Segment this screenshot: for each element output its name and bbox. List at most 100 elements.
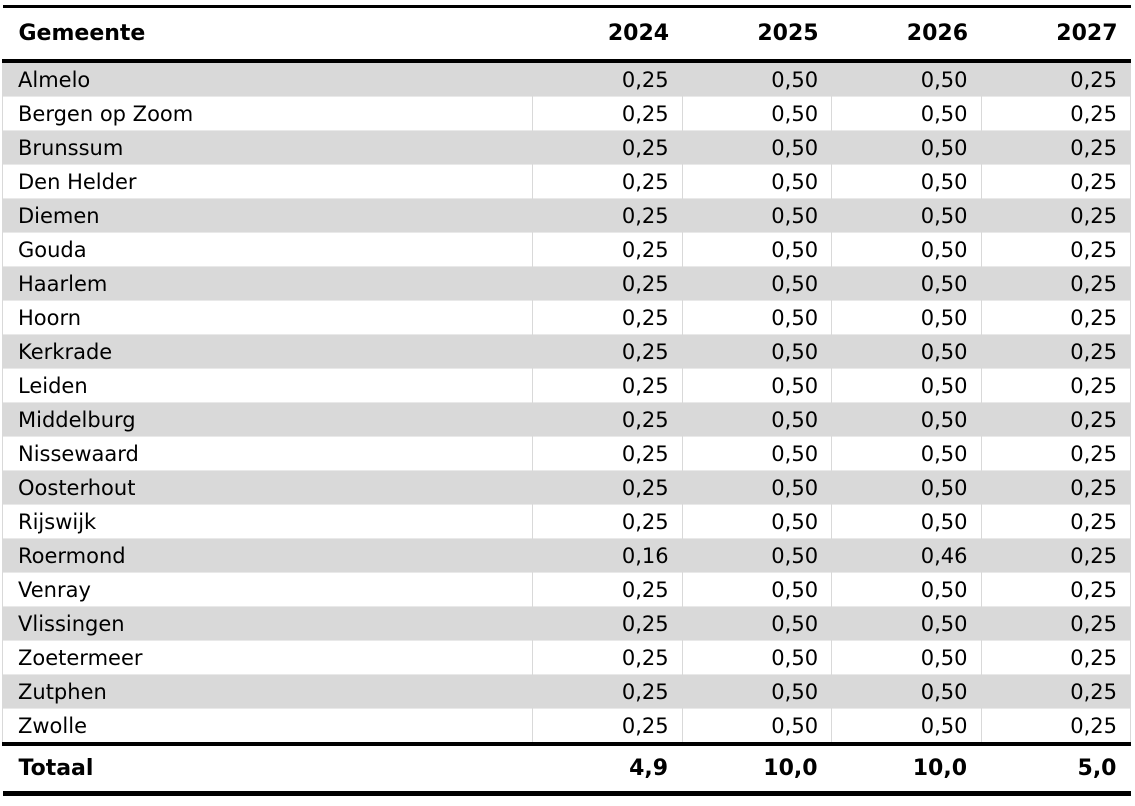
column-header-year-2027: 2027: [981, 6, 1131, 63]
total-value-cell: 4,9: [532, 742, 683, 794]
value-cell: 0,25: [980, 402, 1132, 437]
value-cell: 0,50: [831, 130, 982, 165]
value-cell: 0,50: [681, 572, 832, 607]
value-cell: 0,25: [980, 470, 1132, 505]
value-cell: 0,50: [831, 96, 982, 131]
value-cell: 0,50: [681, 402, 832, 437]
value-cell: 0,50: [831, 368, 982, 403]
value-cell: 0,25: [980, 504, 1132, 539]
value-cell: 0,25: [980, 606, 1132, 641]
value-cell: 0,16: [532, 538, 683, 573]
table-row: Diemen 0,25 0,50 0,50 0,25: [1, 198, 1132, 233]
gemeente-cell: Kerkrade: [1, 334, 533, 369]
value-cell: 0,50: [831, 266, 982, 301]
gemeente-cell: Leiden: [1, 368, 533, 403]
value-cell: 0,50: [681, 60, 832, 97]
value-cell: 0,50: [681, 232, 832, 267]
value-cell: 0,50: [831, 606, 982, 641]
value-cell: 0,50: [831, 164, 982, 199]
column-header-year-2026: 2026: [831, 6, 982, 63]
value-cell: 0,50: [681, 300, 832, 335]
gemeente-cell: Bergen op Zoom: [1, 96, 533, 131]
value-cell: 0,50: [681, 708, 832, 744]
value-cell: 0,50: [681, 334, 832, 369]
column-header-year-2025: 2025: [682, 6, 832, 63]
value-cell: 0,25: [532, 198, 683, 233]
value-cell: 0,25: [980, 266, 1132, 301]
value-cell: 0,50: [831, 708, 982, 744]
value-cell: 0,50: [831, 300, 982, 335]
value-cell: 0,25: [532, 436, 683, 471]
value-cell: 0,50: [681, 266, 832, 301]
table-row: Haarlem 0,25 0,50 0,50 0,25: [1, 266, 1132, 301]
value-cell: 0,50: [681, 436, 832, 471]
table-row: Zoetermeer 0,25 0,50 0,50 0,25: [1, 640, 1132, 675]
value-cell: 0,25: [980, 538, 1132, 573]
table-row: Brunssum 0,25 0,50 0,50 0,25: [1, 130, 1132, 165]
table-row: Venray 0,25 0,50 0,50 0,25: [1, 572, 1132, 607]
value-cell: 0,50: [831, 504, 982, 539]
value-cell: 0,25: [980, 674, 1132, 709]
table-footer: Totaal 4,9 10,0 10,0 5,0: [2, 742, 1131, 794]
table-row: Kerkrade 0,25 0,50 0,50 0,25: [1, 334, 1132, 369]
value-cell: 0,50: [681, 504, 832, 539]
value-cell: 0,25: [532, 708, 683, 744]
total-value-cell: 10,0: [831, 742, 982, 794]
value-cell: 0,50: [681, 130, 832, 165]
value-cell: 0,50: [681, 606, 832, 641]
table-row: Vlissingen 0,25 0,50 0,50 0,25: [1, 606, 1132, 641]
value-cell: 0,50: [681, 674, 832, 709]
total-value-cell: 5,0: [981, 742, 1131, 794]
gemeente-cell: Nissewaard: [1, 436, 533, 471]
table-row: Hoorn 0,25 0,50 0,50 0,25: [1, 300, 1132, 335]
table-row: Den Helder 0,25 0,50 0,50 0,25: [1, 164, 1132, 199]
value-cell: 0,25: [980, 368, 1132, 403]
value-cell: 0,25: [532, 300, 683, 335]
table-row: Zwolle 0,25 0,50 0,50 0,25: [1, 708, 1132, 744]
table-row: Leiden 0,25 0,50 0,50 0,25: [1, 368, 1132, 403]
gemeente-cell: Middelburg: [1, 402, 533, 437]
value-cell: 0,25: [532, 232, 683, 267]
value-cell: 0,25: [532, 504, 683, 539]
table-row: Almelo 0,25 0,50 0,50 0,25: [1, 60, 1132, 97]
value-cell: 0,50: [681, 164, 832, 199]
value-cell: 0,25: [980, 232, 1132, 267]
value-cell: 0,25: [980, 60, 1132, 97]
value-cell: 0,46: [831, 538, 982, 573]
column-header-year-2024: 2024: [532, 6, 683, 63]
value-cell: 0,25: [532, 470, 683, 505]
gemeente-cell: Zutphen: [1, 674, 533, 709]
value-cell: 0,25: [980, 572, 1132, 607]
total-value-cell: 10,0: [682, 742, 832, 794]
header-row: Gemeente 2024 2025 2026 2027: [2, 6, 1131, 63]
value-cell: 0,50: [831, 674, 982, 709]
gemeente-cell: Hoorn: [1, 300, 533, 335]
gemeente-cell: Diemen: [1, 198, 533, 233]
value-cell: 0,25: [980, 164, 1132, 199]
value-cell: 0,50: [831, 402, 982, 437]
value-cell: 0,50: [681, 96, 832, 131]
gemeente-cell: Brunssum: [1, 130, 533, 165]
table-row: Rijswijk 0,25 0,50 0,50 0,25: [1, 504, 1132, 539]
value-cell: 0,50: [831, 436, 982, 471]
value-cell: 0,50: [831, 572, 982, 607]
value-cell: 0,50: [681, 368, 832, 403]
gemeente-cell: Oosterhout: [1, 470, 533, 505]
value-cell: 0,50: [681, 538, 832, 573]
value-cell: 0,25: [532, 368, 683, 403]
table-row: Middelburg 0,25 0,50 0,50 0,25: [1, 402, 1132, 437]
column-header-gemeente: Gemeente: [2, 6, 533, 63]
value-cell: 0,25: [532, 640, 683, 675]
value-cell: 0,25: [980, 198, 1132, 233]
value-cell: 0,50: [831, 640, 982, 675]
value-cell: 0,50: [831, 60, 982, 97]
budget-table: Gemeente 2024 2025 2026 2027 Almelo 0,25…: [1, 5, 1132, 796]
gemeente-cell: Den Helder: [1, 164, 533, 199]
value-cell: 0,50: [831, 334, 982, 369]
value-cell: 0,25: [980, 96, 1132, 131]
value-cell: 0,25: [980, 436, 1132, 471]
gemeente-cell: Haarlem: [1, 266, 533, 301]
table-row: Nissewaard 0,25 0,50 0,50 0,25: [1, 436, 1132, 471]
value-cell: 0,25: [532, 60, 683, 97]
